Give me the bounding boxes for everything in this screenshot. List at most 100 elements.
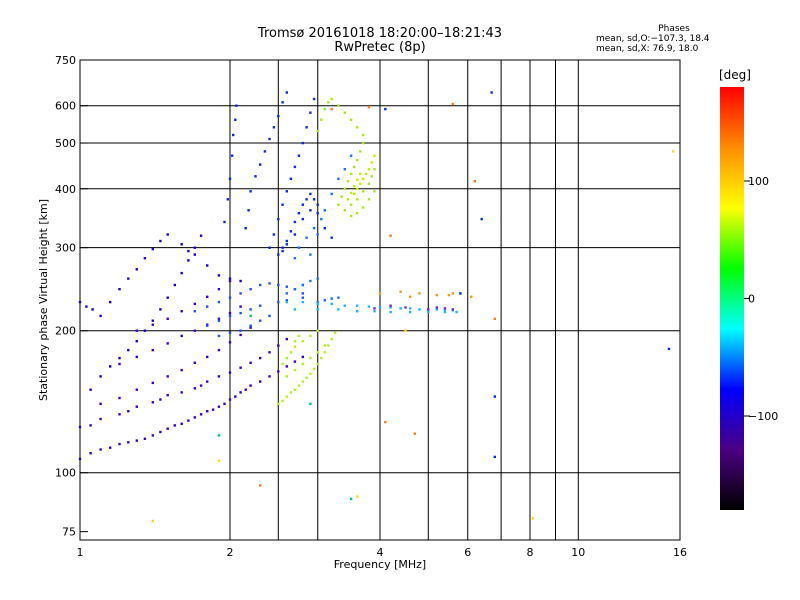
data-point <box>263 150 267 153</box>
x-axis-label: Frequency [MHz] <box>334 558 426 571</box>
data-point <box>361 141 365 145</box>
data-point <box>285 299 288 302</box>
data-point <box>301 296 304 299</box>
data-point <box>361 190 365 193</box>
data-point <box>293 165 297 169</box>
data-point <box>118 288 121 291</box>
colorbar <box>720 87 744 510</box>
data-point <box>316 277 319 280</box>
data-point <box>285 375 288 378</box>
data-point <box>143 257 147 260</box>
data-point <box>349 191 353 195</box>
data-point <box>316 351 319 354</box>
data-point <box>135 405 138 408</box>
data-point <box>249 288 252 291</box>
data-point <box>367 198 371 201</box>
data-point <box>239 311 242 315</box>
data-point <box>320 118 323 121</box>
data-point <box>281 203 284 206</box>
data-point <box>316 302 319 306</box>
data-point <box>180 334 183 338</box>
data-point <box>99 448 102 451</box>
data-point <box>333 331 337 334</box>
data-point <box>323 351 326 354</box>
data-point <box>135 329 138 332</box>
data-point <box>490 91 493 94</box>
x-tick-label: 8 <box>527 546 534 559</box>
data-point <box>127 348 130 352</box>
data-point <box>409 295 412 298</box>
data-point <box>109 446 112 449</box>
data-point <box>159 430 162 434</box>
data-point <box>135 340 138 343</box>
data-point <box>301 217 304 221</box>
data-point <box>78 457 82 461</box>
data-point <box>206 324 209 327</box>
data-point <box>180 271 183 275</box>
data-point <box>312 227 316 230</box>
data-point <box>217 434 221 437</box>
data-point <box>473 180 476 183</box>
data-point <box>316 329 319 332</box>
data-point <box>305 126 308 129</box>
data-point <box>89 388 92 391</box>
data-point <box>206 355 209 359</box>
data-point <box>305 198 308 201</box>
data-point <box>359 182 362 185</box>
data-point <box>285 292 288 295</box>
data-point <box>443 310 447 314</box>
data-point <box>418 292 421 295</box>
data-point <box>323 227 326 230</box>
data-point <box>228 331 232 334</box>
data-point <box>217 300 221 304</box>
x-tick-label: 10 <box>571 546 585 559</box>
data-point <box>259 380 262 383</box>
data-point <box>259 484 262 487</box>
data-point <box>337 177 340 180</box>
data-point <box>199 413 203 416</box>
data-point <box>297 246 301 249</box>
data-point <box>327 101 330 104</box>
colorbar-tick-label: −100 <box>748 410 778 423</box>
data-point <box>409 307 412 310</box>
data-point <box>217 348 221 352</box>
data-point <box>234 118 237 121</box>
data-point <box>118 442 121 446</box>
data-point <box>109 300 112 304</box>
data-point <box>285 285 288 288</box>
data-point <box>373 154 376 157</box>
colorbar-unit-label: [deg] <box>719 68 751 82</box>
data-point <box>272 126 276 129</box>
data-point <box>91 308 94 311</box>
data-point <box>297 334 301 338</box>
data-point <box>206 264 209 267</box>
data-point <box>199 234 203 237</box>
data-point <box>435 293 438 297</box>
data-point <box>228 277 232 280</box>
data-point <box>312 198 316 201</box>
axis-ticks: 1 2 4 6 8 10 16 75 100 200 300 400 500 600 750 <box>55 54 687 559</box>
data-point <box>343 187 346 190</box>
data-point <box>427 308 430 311</box>
data-point <box>378 292 382 295</box>
data-point <box>228 341 232 344</box>
data-point <box>206 295 209 298</box>
data-point <box>353 185 356 188</box>
data-point <box>349 203 353 206</box>
data-points <box>78 91 675 523</box>
data-point <box>356 212 359 215</box>
data-point <box>228 314 232 318</box>
data-point <box>268 137 271 141</box>
data-point <box>281 246 284 249</box>
data-point <box>249 361 252 364</box>
data-point <box>272 233 276 236</box>
data-point <box>337 203 340 206</box>
y-tick-label: 300 <box>55 242 76 255</box>
data-point <box>173 424 176 427</box>
data-point <box>312 367 316 371</box>
data-point <box>337 308 340 311</box>
data-point <box>356 126 359 129</box>
data-point <box>135 439 138 442</box>
data-point <box>337 104 340 107</box>
